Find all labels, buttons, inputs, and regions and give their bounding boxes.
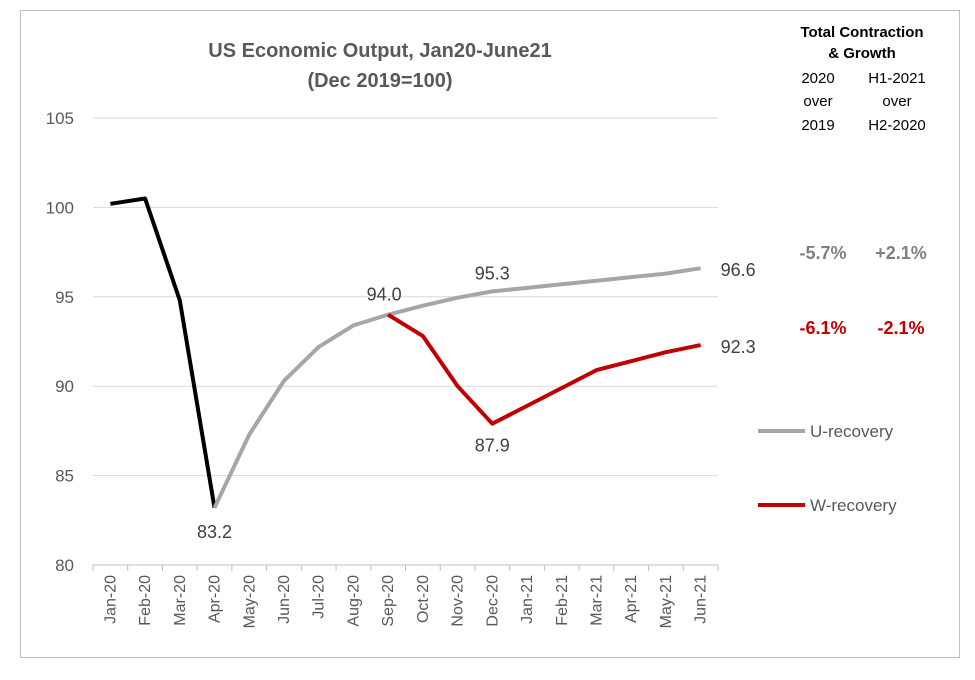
w-recovery-h1-2021-stat: -2.1%: [877, 318, 924, 338]
data-label-96.6: 96.6: [721, 260, 756, 280]
w-recovery-2020-stat: -6.1%: [799, 318, 846, 338]
x-tick-label-May-20: May-20: [241, 575, 258, 628]
x-tick-label-Sep-20: Sep-20: [380, 575, 397, 627]
x-tick-label-Apr-21: Apr-21: [623, 575, 640, 623]
x-tick-label-Aug-20: Aug-20: [345, 575, 362, 627]
y-tick-label-90: 90: [55, 377, 74, 396]
x-axis: Jan-20 Feb-20 Mar-20 Apr-20 May-20 Jun-20 Jul-…: [92, 564, 719, 628]
y-tick-label-85: 85: [55, 467, 74, 486]
data-labels: 83.2 94.0 95.3 96.6 87.9 92.3: [197, 260, 756, 542]
chart-title-line1: US Economic Output, Jan20-June21: [208, 40, 551, 62]
chart-title-line2: (Dec 2019=100): [307, 70, 452, 92]
u-recovery-2020-stat: -5.7%: [799, 243, 846, 263]
y-tick-label-95: 95: [55, 288, 74, 307]
series-line-w-recovery: [387, 312, 702, 426]
legend-label-w-recovery: W-recovery: [810, 496, 897, 515]
side-table-col1-line2: over: [803, 93, 832, 110]
side-table-col1-line3: 2019: [801, 117, 834, 134]
x-tick-label-Feb-20: Feb-20: [137, 575, 154, 626]
y-tick-label-105: 105: [46, 109, 74, 128]
x-tick-label-Jul-20: Jul-20: [311, 575, 328, 619]
data-label-87.9: 87.9: [475, 436, 510, 456]
x-tick-label-Nov-20: Nov-20: [450, 575, 467, 627]
x-tick-label-Jun-21: Jun-21: [693, 575, 710, 624]
x-tick-label-Jan-20: Jan-20: [102, 575, 119, 624]
side-table-header-2: & Growth: [828, 45, 896, 62]
y-axis: 80 85 90 95 100 105: [46, 109, 74, 575]
x-tick-label-Oct-20: Oct-20: [415, 575, 432, 623]
gridlines: [93, 117, 718, 477]
side-table-col2-line3: H2-2020: [868, 117, 926, 134]
y-tick-label-80: 80: [55, 556, 74, 575]
x-tick-label-May-21: May-21: [658, 575, 675, 628]
side-table-col2-line1: H1-2021: [868, 70, 926, 87]
x-tick-label-Feb-21: Feb-21: [554, 575, 571, 626]
series-line-actual: [110, 196, 217, 509]
x-tick-label-Mar-20: Mar-20: [172, 575, 189, 626]
x-tick-label-Jun-20: Jun-20: [276, 575, 293, 624]
u-recovery-h1-2021-stat: +2.1%: [875, 243, 927, 263]
series-line-u-recovery: [212, 266, 701, 509]
side-table-header-1: Total Contraction: [800, 24, 923, 41]
chart-frame: [20, 10, 960, 658]
series-lines: [110, 196, 702, 509]
data-label-94.0: 94.0: [367, 285, 402, 305]
x-tick-label-Dec-20: Dec-20: [484, 575, 501, 627]
x-tick-label-Apr-20: Apr-20: [207, 575, 224, 623]
x-tick-label-Mar-21: Mar-21: [588, 575, 605, 626]
side-table-col1-line1: 2020: [801, 70, 834, 87]
data-label-83.2: 83.2: [197, 522, 232, 542]
data-label-95.3: 95.3: [475, 263, 510, 283]
legend: U-recovery W-recovery: [758, 422, 897, 515]
side-table: Total Contraction & Growth 2020 over 201…: [799, 24, 926, 338]
y-tick-label-100: 100: [46, 198, 74, 217]
x-tick-label-Jan-21: Jan-21: [519, 575, 536, 624]
legend-label-u-recovery: U-recovery: [810, 422, 894, 441]
side-table-col2-line2: over: [882, 93, 911, 110]
data-label-92.3: 92.3: [721, 337, 756, 357]
